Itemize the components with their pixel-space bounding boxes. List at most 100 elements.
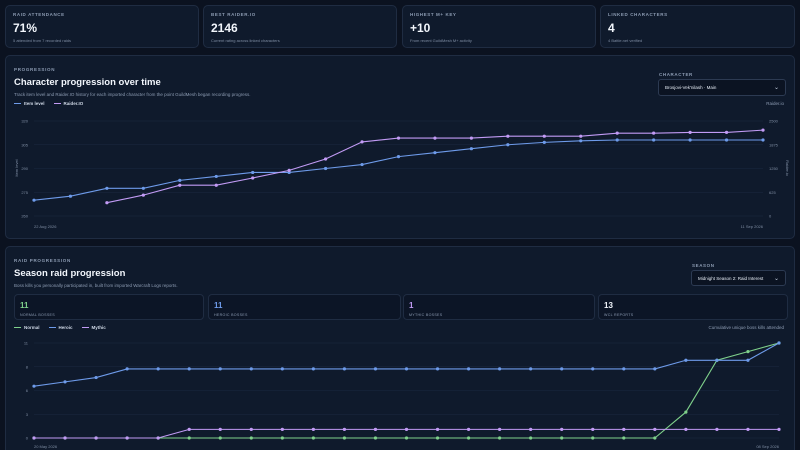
right-axis-title-rotated: Raider.io xyxy=(785,160,790,177)
y-tick-label: 6 xyxy=(26,388,29,393)
summary-caption: MYTHIC BOSSES xyxy=(409,313,443,317)
series-heroic-point xyxy=(125,367,129,371)
series-mythic-point xyxy=(466,427,471,431)
legend-swatch xyxy=(14,326,21,329)
series-mythic-point xyxy=(249,427,253,431)
series-item-level-point xyxy=(141,186,145,190)
series-item-level-point xyxy=(68,194,73,198)
series-mythic-point xyxy=(280,427,284,431)
character-select[interactable]: Brosjovi-Vek'nilash · Main ⌄ xyxy=(658,79,786,96)
stat-value: 2146 xyxy=(211,21,238,35)
x-tick-label-end: 08 Sep 2026 xyxy=(756,444,779,449)
series-normal-point xyxy=(435,436,440,440)
legend-item-raiderio[interactable]: Raider.IO xyxy=(53,101,84,106)
series-raider-io-point xyxy=(141,193,145,197)
series-mythic-point xyxy=(715,427,719,431)
series-mythic-point xyxy=(653,427,657,431)
y-tick-label: 8 xyxy=(26,364,29,369)
series-normal-point xyxy=(373,436,378,440)
summary-value: 1 xyxy=(409,301,414,310)
legend-item-normal[interactable]: Normal xyxy=(14,325,40,330)
series-mythic-point xyxy=(94,436,98,440)
series-item-level-point xyxy=(360,162,364,167)
series-raider-io-point xyxy=(724,130,729,134)
series-item-level-point xyxy=(506,143,510,147)
series-mythic-point xyxy=(156,436,160,440)
series-normal-point xyxy=(466,436,471,440)
series-mythic-point xyxy=(187,427,191,431)
section-title: Character progression over time xyxy=(14,77,161,88)
series-normal-point xyxy=(187,436,191,440)
summary-caption: HEROIC BOSSES xyxy=(214,313,248,317)
character-select-label: CHARACTER xyxy=(659,72,693,77)
chevron-down-icon: ⌄ xyxy=(773,275,779,282)
summary-card-wcl-reports: 13 WCL REPORTS xyxy=(598,294,788,320)
series-heroic-point xyxy=(715,358,719,362)
series-heroic-point xyxy=(280,367,284,371)
summary-caption: WCL REPORTS xyxy=(604,313,634,317)
series-normal-point xyxy=(404,436,409,440)
series-item-level-line xyxy=(33,139,763,201)
y-tick-label-right: 0 xyxy=(769,214,772,219)
legend-item-mythic[interactable]: Mythic xyxy=(81,325,106,330)
x-tick-label-end: 11 Sep 2026 xyxy=(741,224,764,229)
series-raider-io-point xyxy=(360,140,364,144)
series-item-level-point xyxy=(652,138,656,142)
season-select-label: SEASON xyxy=(692,263,715,268)
stat-card-highest-key: HIGHEST M+ KEY +10 From recent GuildMesh… xyxy=(402,5,596,48)
series-heroic-point xyxy=(373,367,378,371)
y-tick-label-left: 320 xyxy=(21,119,28,124)
series-item-level-point xyxy=(105,186,109,190)
section-label: RAID PROGRESSION xyxy=(14,258,71,263)
legend-item-heroic[interactable]: Heroic xyxy=(48,325,73,330)
series-normal-point xyxy=(746,350,750,354)
y-tick-label: 0 xyxy=(26,436,29,441)
series-raider-io-point xyxy=(615,131,619,135)
series-normal-point xyxy=(529,436,533,440)
series-heroic-point xyxy=(684,358,688,362)
series-heroic-point xyxy=(63,380,67,384)
stat-value: 4 xyxy=(608,21,615,35)
legend-swatch xyxy=(14,102,21,105)
y-tick-label: 11 xyxy=(24,341,29,346)
stat-card-raid-attendance: RAID ATTENDANCE 71% 5 attended from 7 re… xyxy=(5,5,199,48)
summary-value: 13 xyxy=(604,301,613,310)
series-normal-point xyxy=(622,436,626,440)
series-raider-io-point xyxy=(214,183,218,187)
series-heroic-point xyxy=(591,367,595,371)
series-heroic-point xyxy=(560,367,564,371)
summary-value: 11 xyxy=(214,301,223,310)
series-heroic-point xyxy=(777,341,781,345)
series-raider-io-line xyxy=(106,129,764,204)
season-select[interactable]: Midnight Season 2: Raid Interest ⌄ xyxy=(691,270,786,286)
section-description: Track item level and Raider.IO history f… xyxy=(14,92,251,97)
series-mythic-point xyxy=(622,427,626,431)
legend-label: Raider.IO xyxy=(63,101,84,106)
stat-subtext: 4 Battle.net verified xyxy=(608,38,643,43)
series-raider-io-point xyxy=(761,128,765,132)
y-tick-label-right: 1250 xyxy=(769,166,779,171)
series-raider-io-point xyxy=(178,183,182,187)
series-heroic-line xyxy=(33,342,780,387)
right-axis-title: Raider.io xyxy=(766,101,784,106)
series-mythic-point xyxy=(591,427,595,431)
series-heroic-point xyxy=(529,367,533,371)
section-description: Boss kills you personally participated i… xyxy=(14,283,178,288)
series-heroic-point xyxy=(653,367,657,371)
series-item-level-point xyxy=(433,151,437,155)
series-mythic-point xyxy=(311,427,315,431)
progression-chart: 320 2500 305 1875 290 1250 275 625 260 0 Item leve… xyxy=(14,119,790,230)
series-heroic-point xyxy=(156,367,160,371)
series-raider-io-point xyxy=(579,134,583,138)
legend-item-item-level[interactable]: Item level xyxy=(14,101,45,106)
legend-swatch xyxy=(53,102,61,105)
series-heroic-point xyxy=(249,367,253,371)
series-normal-point xyxy=(342,436,347,440)
series-item-level-point xyxy=(214,174,218,179)
y-tick-label-right: 625 xyxy=(769,190,776,195)
stat-value: +10 xyxy=(410,21,431,35)
series-mythic-point xyxy=(218,427,222,431)
y-tick-label-right: 1875 xyxy=(769,142,779,147)
series-mythic-point xyxy=(498,427,502,431)
series-mythic-point xyxy=(32,436,36,440)
